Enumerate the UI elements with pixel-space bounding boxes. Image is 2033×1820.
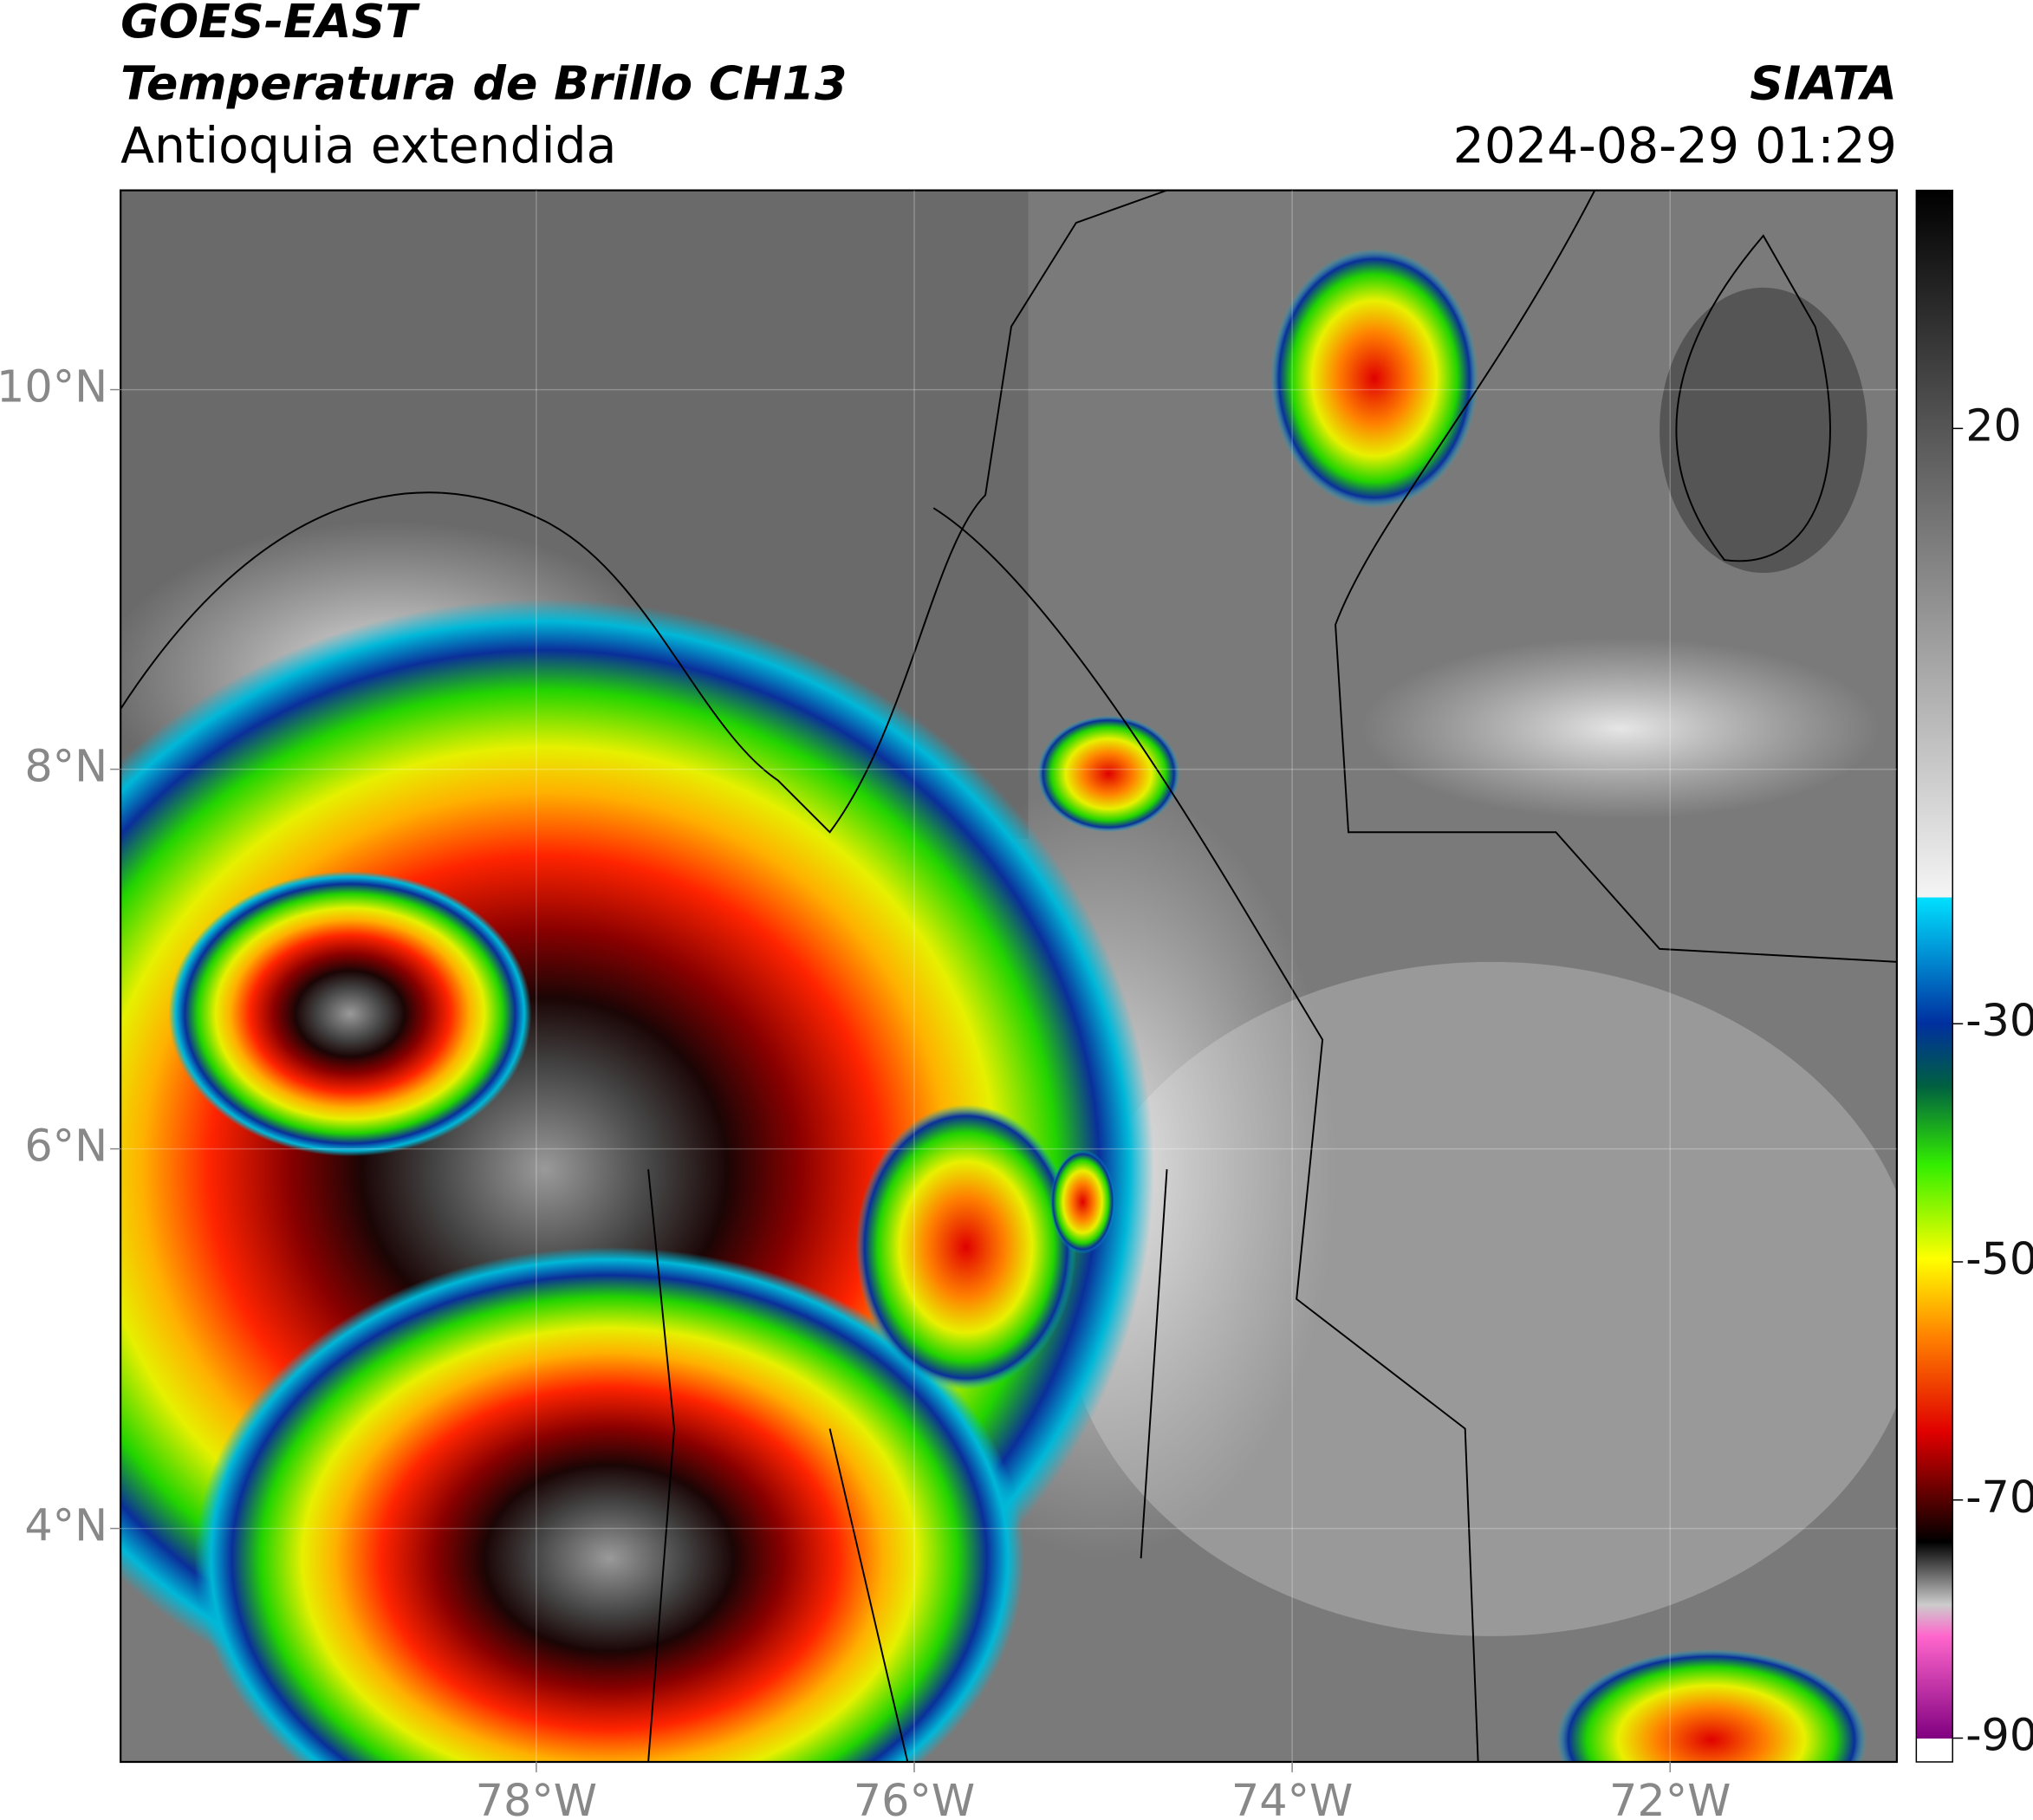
x-tick-label: 78°W [476,1775,597,1820]
title: Temperatura de Brillo CH13 [120,56,847,111]
colorbar [1915,189,1953,1763]
y-tick-label: 6°N [24,1121,107,1172]
timestamp: 2024-08-29 01:29 [1453,117,1897,174]
x-tick-label: 76°W [854,1775,975,1820]
y-tick-label: 8°N [24,741,107,792]
colorbar-label: -90 [1965,1710,2033,1761]
colorbar-label: 20 [1965,400,2022,451]
agency: SIATA [1750,56,1897,111]
y-tick-label: 10°N [0,361,107,413]
map-frame [120,189,1899,1764]
colorbar-label: -50 [1965,1233,2033,1284]
y-tick-label: 4°N [24,1500,107,1551]
colorbar-label: -30 [1965,995,2033,1046]
title: GOES-EAST [120,0,420,49]
map [120,190,1897,1762]
x-tick-label: 74°W [1231,1775,1353,1820]
x-tick-label: 72°W [1609,1775,1731,1820]
colorbar-label: -70 [1965,1472,2033,1523]
subtitle: Antioquia extendida [120,117,616,174]
